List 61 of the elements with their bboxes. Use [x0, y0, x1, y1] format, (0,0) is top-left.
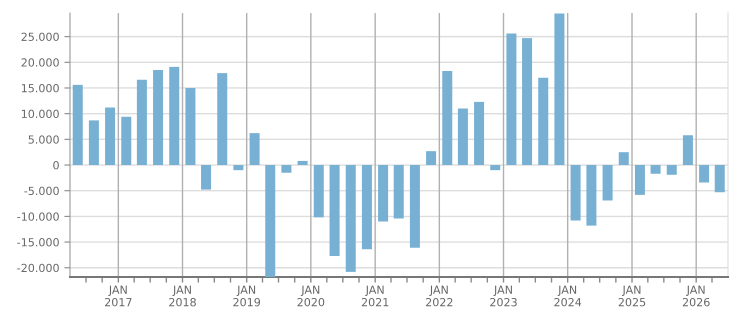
bar	[506, 34, 516, 166]
bar	[314, 165, 324, 218]
bar	[250, 133, 260, 166]
y-tick-label: 10.000	[22, 110, 59, 118]
y-tick-label: 0	[53, 161, 59, 170]
bar	[121, 116, 132, 166]
x-tick-label: JAN 2025	[618, 286, 646, 306]
bar	[538, 78, 548, 166]
bar	[602, 165, 613, 200]
bar	[346, 165, 356, 272]
bar	[682, 135, 693, 166]
y-tick-label: 15.000	[22, 84, 59, 92]
x-tick-label: JAN 2021	[362, 286, 388, 306]
bar	[298, 160, 308, 166]
bar	[458, 108, 468, 166]
bar	[217, 73, 228, 166]
bar	[474, 102, 484, 166]
x-tick-label: JAN 2026	[682, 286, 710, 306]
x-tick-label: JAN 2023	[490, 286, 517, 306]
bar	[666, 165, 677, 175]
bar	[522, 38, 532, 166]
x-tick-label: JAN 2020	[298, 286, 324, 306]
y-tick-label: -10.000	[17, 212, 59, 221]
x-tick-label: JAN 2022	[426, 286, 452, 306]
bar	[105, 108, 116, 166]
bar	[330, 165, 340, 256]
bar	[88, 120, 99, 166]
x-tick-label: JAN 2024	[554, 286, 582, 306]
bar	[265, 165, 276, 277]
bar	[378, 165, 388, 222]
bar	[426, 151, 436, 166]
bar	[410, 165, 420, 248]
bar	[634, 165, 645, 195]
bar	[201, 165, 212, 190]
x-tick-label: JAN 2018	[169, 286, 196, 306]
y-tick-label: -5.000	[24, 186, 59, 196]
bar	[618, 152, 629, 166]
y-tick-label: 5.000	[28, 135, 59, 144]
bar	[699, 165, 710, 182]
bar	[442, 71, 452, 166]
bar	[72, 84, 83, 166]
bar	[362, 165, 372, 250]
bar	[185, 88, 196, 166]
bar	[554, 14, 564, 166]
bar	[153, 70, 164, 166]
bar	[714, 165, 725, 192]
bar	[490, 165, 500, 170]
bar	[233, 165, 244, 170]
y-tick-label: 25.000	[22, 32, 59, 42]
bar	[169, 66, 180, 166]
x-tick-label: JAN 2019	[233, 286, 260, 306]
x-tick-label: JAN 2017	[105, 286, 132, 306]
y-tick-label: -20.000	[17, 264, 59, 272]
bar	[136, 80, 147, 166]
bar	[394, 165, 404, 218]
y-tick-label: -15.000	[17, 238, 59, 246]
y-tick-label: 20.000	[22, 58, 59, 67]
bar	[650, 165, 661, 174]
bar	[281, 165, 292, 173]
bar	[586, 165, 596, 226]
bar	[570, 165, 581, 220]
